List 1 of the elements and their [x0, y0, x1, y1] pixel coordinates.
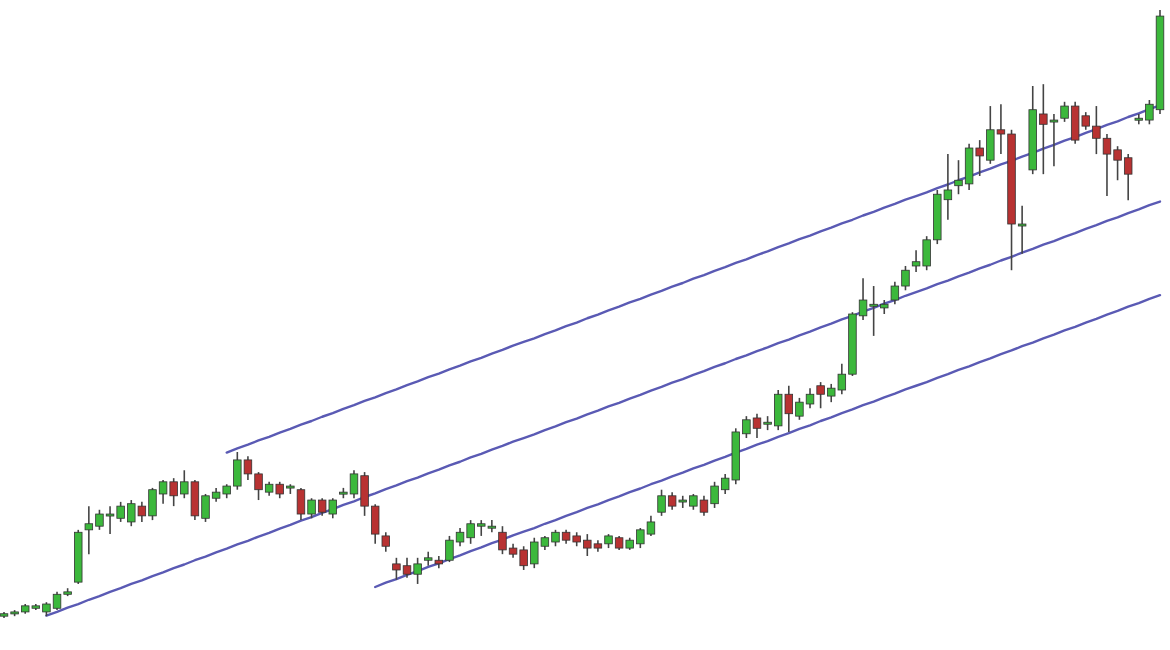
- candlestick: [381, 531, 390, 553]
